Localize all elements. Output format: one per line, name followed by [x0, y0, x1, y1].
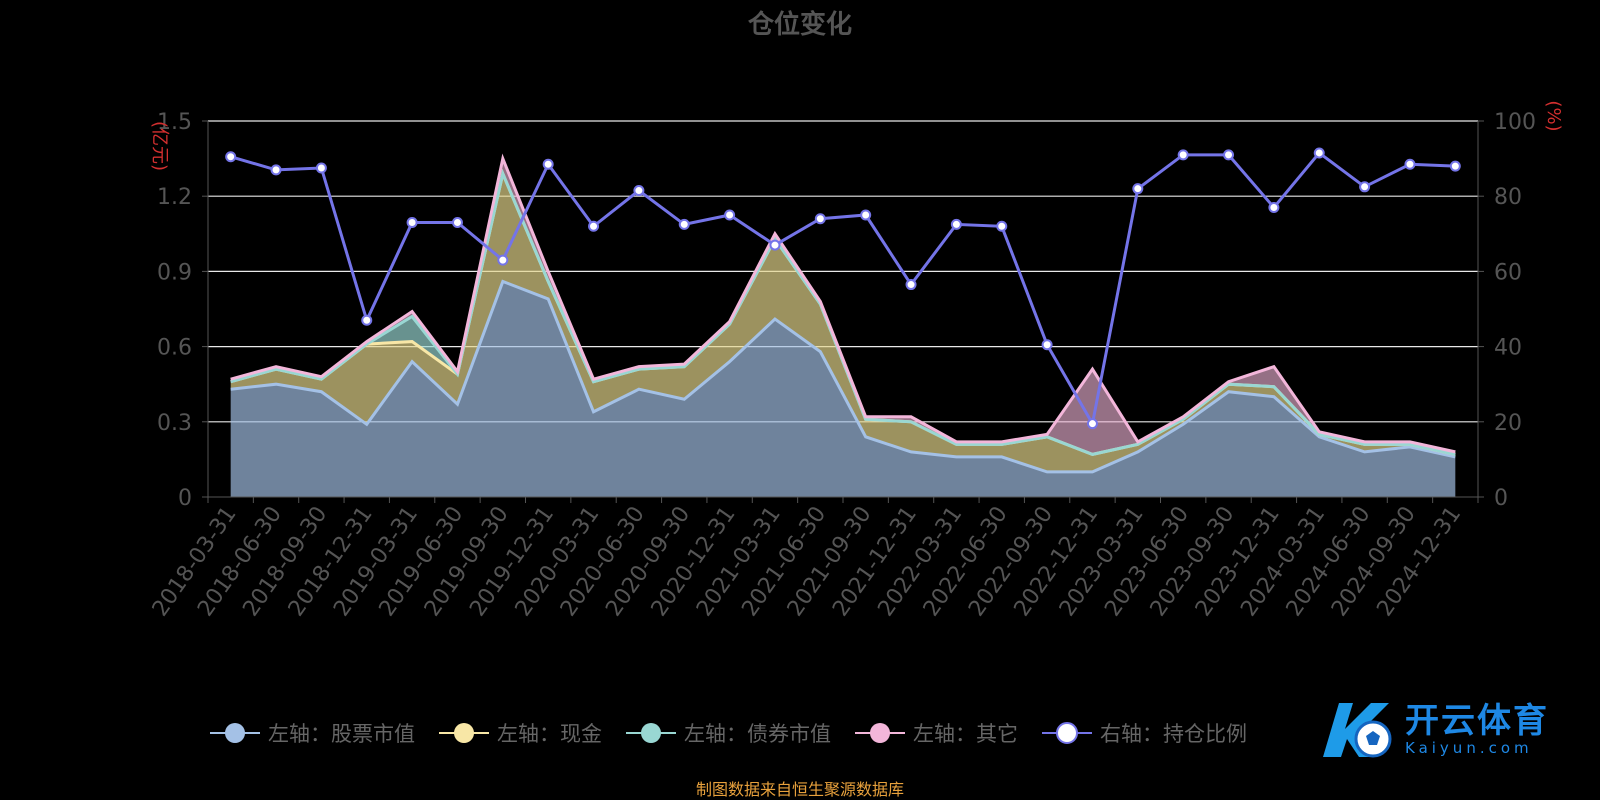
area-line-3: [230, 153, 1456, 454]
position-ratio-point: [860, 209, 872, 221]
position-change-chart: 00.30.60.91.21.5020406080100(亿元)(%)2018-…: [148, 100, 1564, 621]
y-right-tick-label: 80: [1494, 185, 1522, 210]
position-ratio-point: [1313, 147, 1325, 159]
y-left-tick-label: 0.3: [157, 411, 192, 436]
position-ratio-point: [1223, 149, 1235, 161]
y-left-axis-title: (亿元): [149, 121, 170, 171]
position-ratio-point: [1404, 158, 1416, 170]
position-ratio-point: [406, 217, 418, 229]
legend-marker-other-icon: [855, 723, 905, 743]
y-right-tick-label: 60: [1494, 260, 1522, 285]
legend-marker-bond-icon: [626, 723, 676, 743]
legend-label: 右轴：持仓比例: [1100, 722, 1247, 746]
chart-legend: 左轴：股票市值 左轴：现金 左轴：债券市值 左轴：其它 右轴：持仓比例: [210, 718, 1271, 748]
position-ratio-point: [1086, 418, 1098, 430]
y-right-tick-label: 40: [1494, 336, 1522, 361]
position-ratio-point: [1177, 149, 1189, 161]
legend-item-position-ratio[interactable]: 右轴：持仓比例: [1042, 718, 1247, 748]
legend-label: 左轴：债券市值: [684, 722, 831, 746]
position-ratio-point: [361, 314, 373, 326]
position-ratio-point: [814, 213, 826, 225]
legend-marker-cash-icon: [439, 723, 489, 743]
y-right-tick-label: 0: [1494, 486, 1508, 511]
y-right-tick-label: 100: [1494, 110, 1536, 135]
position-ratio-point: [905, 279, 917, 291]
area-0: [230, 281, 1456, 497]
position-ratio-point: [769, 239, 781, 251]
legend-label: 左轴：股票市值: [268, 722, 415, 746]
area-line-0: [230, 279, 1456, 474]
legend-item-bond-value[interactable]: 左轴：债券市值: [626, 718, 831, 748]
position-ratio-point: [497, 254, 509, 266]
position-ratio-point: [724, 209, 736, 221]
legend-label: 左轴：现金: [497, 722, 602, 746]
position-ratio-point: [1268, 201, 1280, 213]
soccer-ball-k-logo-icon: [1323, 703, 1392, 758]
legend-marker-stock-icon: [210, 723, 260, 743]
position-ratio-point: [1132, 183, 1144, 195]
watermark-subtext: Kaiyun.com: [1405, 739, 1533, 757]
position-ratio-point: [542, 158, 554, 170]
position-ratio-point: [315, 162, 327, 174]
y-left-tick-label: 0: [178, 486, 192, 511]
watermark: 开云体育 Kaiyun.com: [1315, 695, 1549, 765]
position-ratio-point: [451, 217, 463, 229]
legend-item-other[interactable]: 左轴：其它: [855, 718, 1018, 748]
legend-item-stock-value[interactable]: 左轴：股票市值: [210, 718, 415, 748]
y-left-tick-label: 0.6: [157, 336, 192, 361]
chart-title: 仓位变化: [747, 10, 852, 40]
source-note: 制图数据来自恒生聚源数据库: [695, 780, 904, 799]
legend-label: 左轴：其它: [913, 722, 1018, 746]
position-ratio-point: [588, 220, 600, 232]
position-ratio-point: [633, 185, 645, 197]
watermark-text: 开云体育: [1405, 701, 1549, 741]
y-left-tick-label: 1.5: [157, 110, 192, 135]
position-ratio-point: [950, 218, 962, 230]
position-ratio-point: [996, 220, 1008, 232]
position-ratio-point: [270, 164, 282, 176]
y-left-tick-label: 1.2: [157, 185, 192, 210]
position-ratio-point: [678, 218, 690, 230]
position-ratio-point: [1041, 339, 1053, 351]
legend-item-cash[interactable]: 左轴：现金: [439, 718, 602, 748]
y-right-axis-title: (%): [1543, 100, 1564, 131]
position-ratio-line: [230, 150, 1456, 428]
position-ratio-point: [225, 151, 237, 163]
y-left-tick-label: 0.9: [157, 260, 192, 285]
legend-marker-ratio-icon: [1042, 722, 1092, 744]
position-ratio-point: [1449, 160, 1461, 172]
y-right-tick-label: 20: [1494, 411, 1522, 436]
area-1: [230, 173, 1456, 472]
position-ratio-point: [1359, 181, 1371, 193]
